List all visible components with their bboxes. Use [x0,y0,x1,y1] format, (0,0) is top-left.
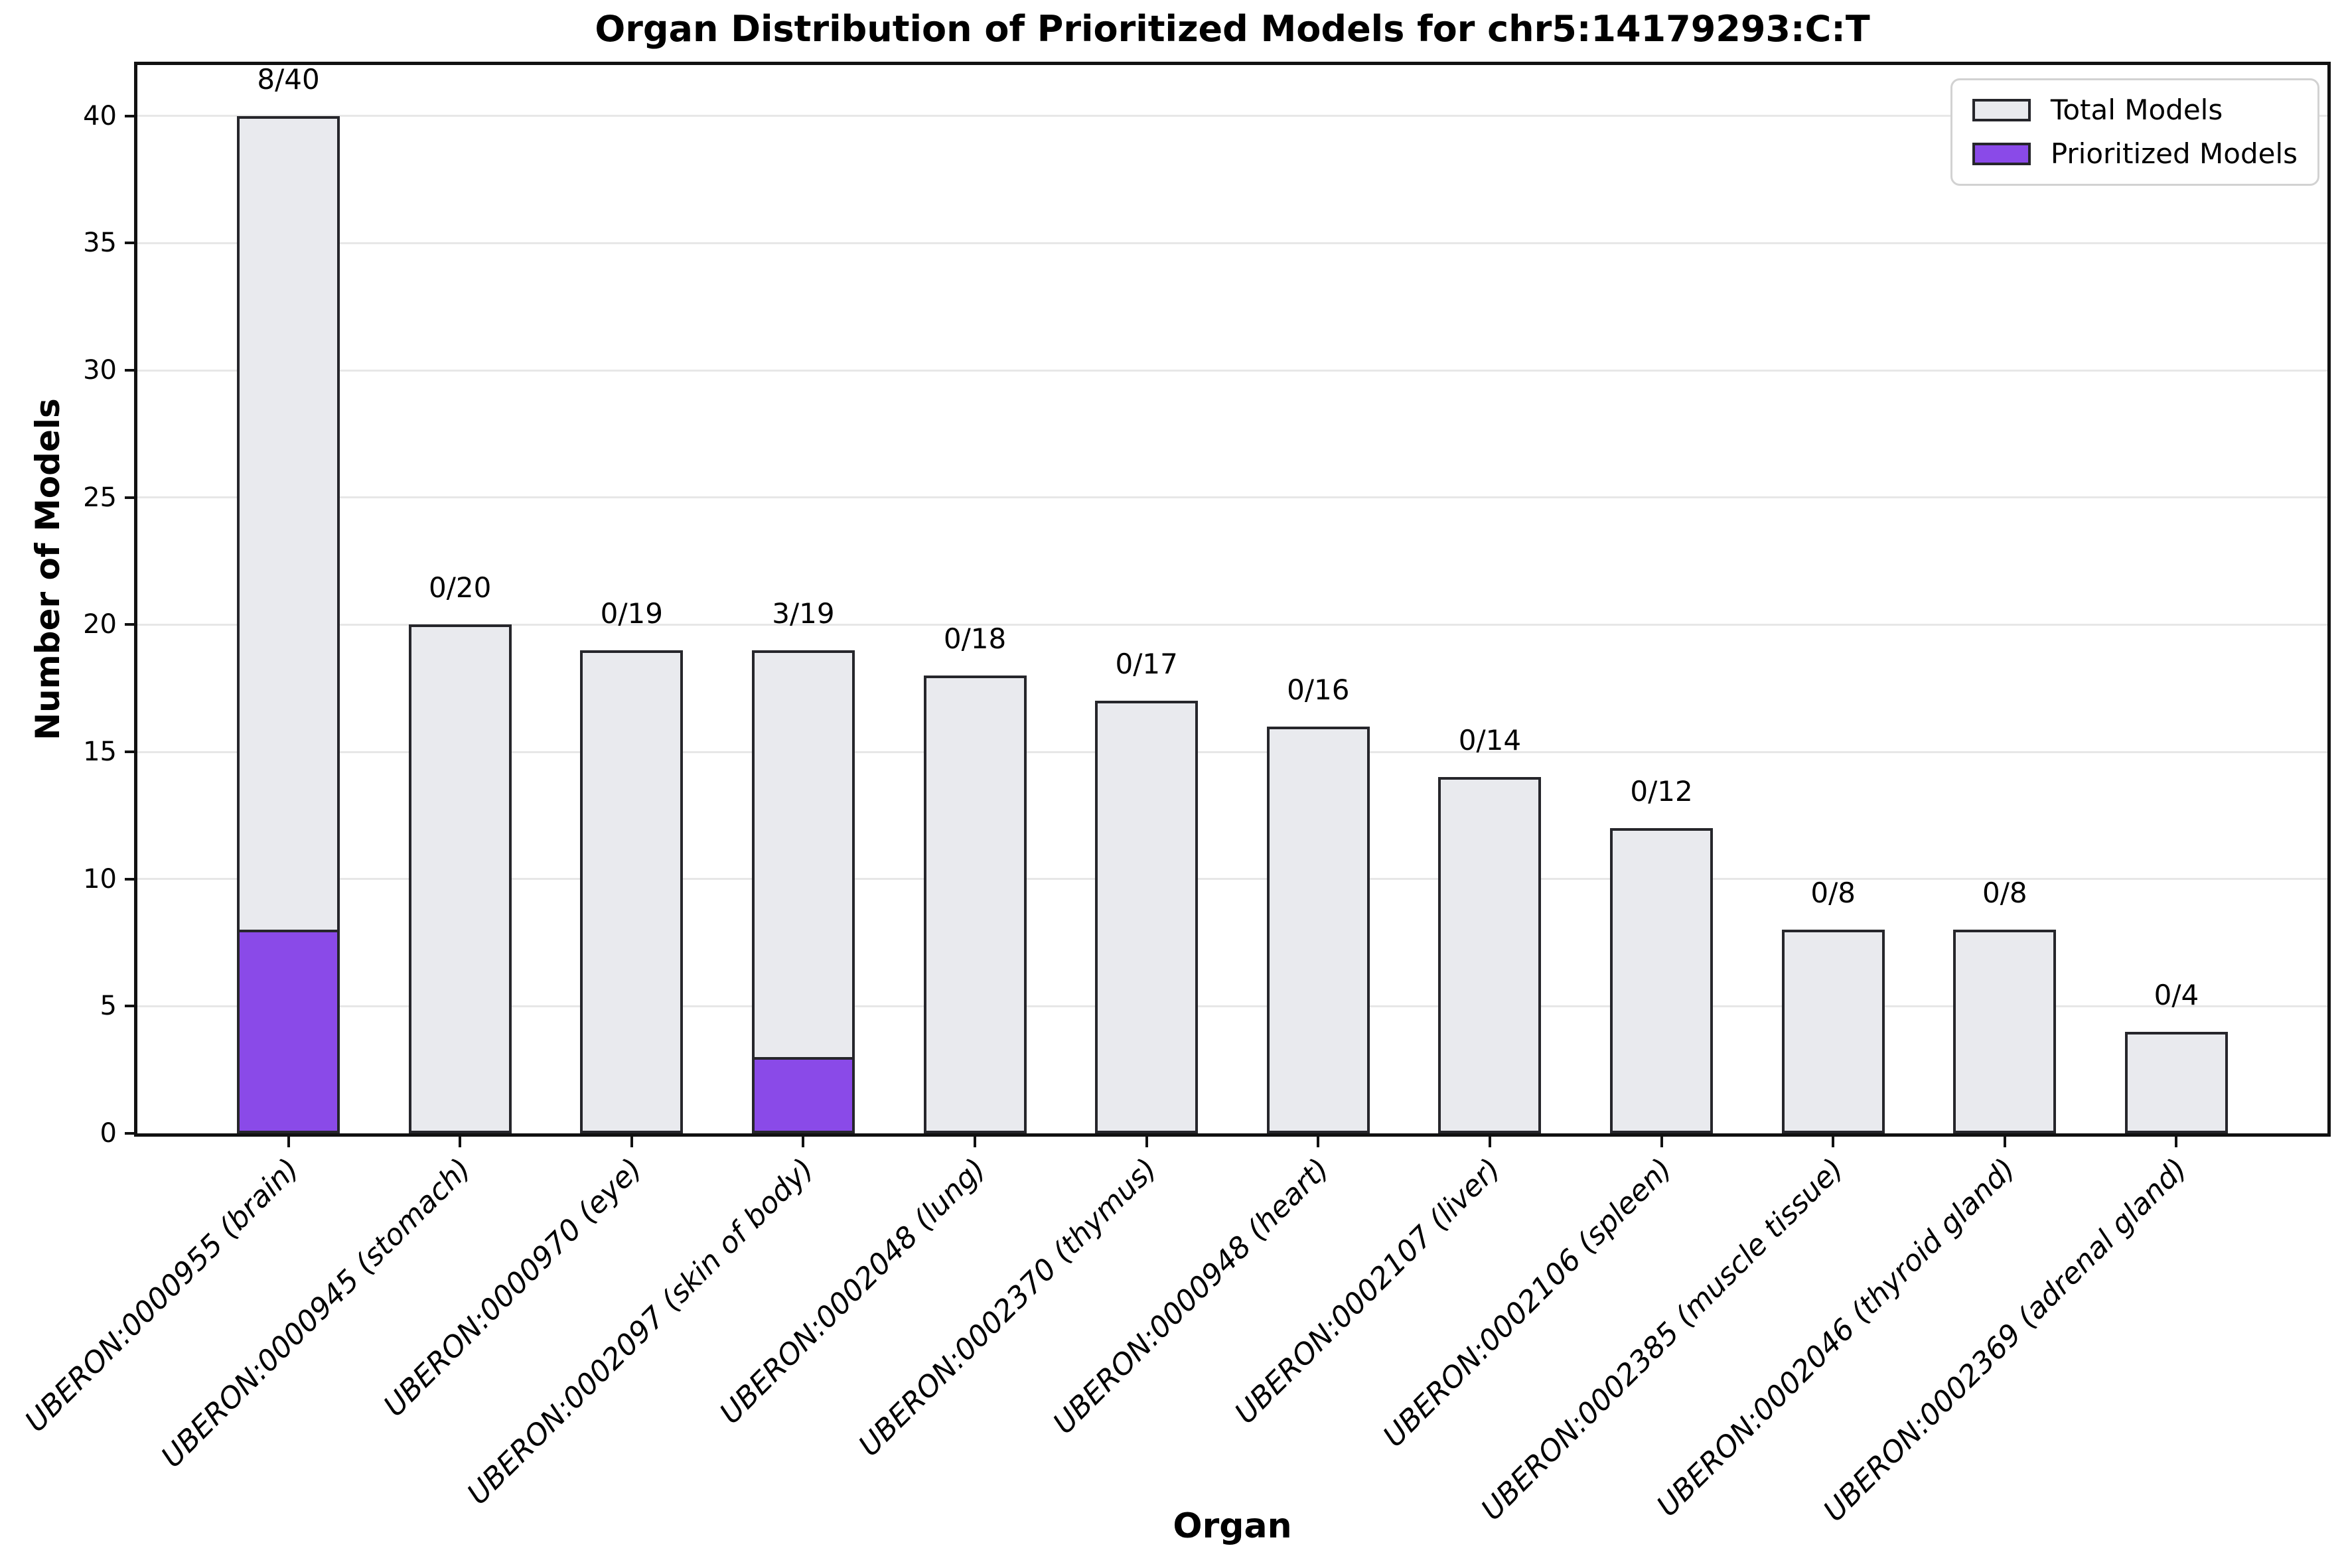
legend: Total Models Prioritized Models [1950,78,2319,186]
y-tick-label: 10 [83,863,117,894]
x-tick-mark [974,1137,977,1147]
x-tick-label: UBERON:0002369 (adrenal gland) [1816,1151,2194,1529]
bar-total [1610,828,1714,1133]
x-tick-label: UBERON:0000948 (heart) [1046,1151,1336,1441]
bar-total [408,624,512,1133]
legend-item-label: Total Models [2050,94,2223,126]
bar-value-label: 0/8 [1810,877,1856,910]
x-tick-mark [630,1137,633,1147]
bar-value-label: 0/17 [1115,648,1178,681]
total-models-swatch [1972,99,2031,121]
x-tick-mark [802,1137,805,1147]
bar-value-label: 0/12 [1630,775,1693,808]
x-tick-label: UBERON:0000955 (brain) [19,1151,306,1439]
x-tick-mark [1317,1137,1320,1147]
bar-total [1953,930,2057,1133]
bar-total [1781,930,1885,1133]
y-tick-mark [125,114,137,117]
bar-value-label: 0/14 [1458,724,1522,757]
gridline [137,115,2327,117]
bar-value-label: 0/19 [600,597,663,630]
x-tick-mark [1832,1137,1835,1147]
x-tick-label: UBERON:0002106 (spleen) [1376,1151,1679,1454]
gridline [137,1005,2327,1007]
bar-value-label: 3/19 [772,597,835,630]
gridline [137,496,2327,499]
x-tick-mark [1660,1137,1663,1147]
y-tick-label: 5 [100,991,117,1022]
x-tick-label: UBERON:0002370 (thymus) [852,1151,1164,1463]
bar-value-label: 0/16 [1287,673,1350,706]
y-tick-label: 30 [83,355,117,386]
gridline [137,623,2327,626]
legend-item: Prioritized Models [1972,139,2298,169]
y-tick-label: 35 [83,228,117,259]
y-tick-mark [125,369,137,372]
x-tick-mark [459,1137,462,1147]
y-axis-label: Number of Models [29,398,67,741]
bar-total [1266,726,1370,1133]
x-tick-label: UBERON:0002097 (skin of body) [461,1151,821,1512]
gridline [137,878,2327,881]
x-tick-label: UBERON:0002385 (muscle tissue) [1475,1151,1851,1528]
x-tick-mark [287,1137,290,1147]
bar-prioritized [237,930,340,1133]
x-tick-mark [2003,1137,2006,1147]
prioritized-models-swatch [1972,143,2031,165]
y-tick-mark [125,242,137,245]
y-tick-label: 40 [83,100,117,131]
gridline [137,242,2327,244]
bar-value-label: 0/20 [429,571,492,605]
y-tick-label: 25 [83,482,117,513]
x-axis-label: Organ [1173,1506,1292,1546]
bar-total [2124,1031,2228,1133]
bar-value-label: 0/18 [943,622,1007,655]
bar-total [1438,777,1542,1133]
y-tick-label: 0 [100,1118,117,1149]
y-tick-mark [125,623,137,626]
legend-item-label: Prioritized Models [2050,137,2298,170]
x-tick-mark [2175,1137,2178,1147]
bar-value-label: 0/4 [2154,978,2199,1011]
y-tick-mark [125,750,137,753]
bar-total [751,650,855,1133]
x-tick-mark [1488,1137,1491,1147]
x-tick-mark [1145,1137,1148,1147]
chart-title: Organ Distribution of Prioritized Models… [595,8,1870,50]
bar-value-label: 8/40 [257,62,320,96]
y-tick-mark [125,1132,137,1135]
gridline [137,750,2327,753]
y-tick-label: 15 [83,737,117,767]
y-tick-mark [125,496,137,499]
y-tick-mark [125,877,137,881]
bar-value-label: 0/8 [1982,877,2027,910]
plot-area [134,62,2331,1137]
legend-item: Total Models [1972,95,2298,125]
x-tick-label: UBERON:0002046 (thyroid gland) [1650,1151,2022,1524]
y-tick-label: 20 [83,609,117,640]
gridline [137,369,2327,372]
y-tick-mark [125,1005,137,1008]
x-tick-label: UBERON:0000945 (stomach) [155,1151,478,1474]
bar-total [923,676,1027,1133]
bar-total [1095,701,1199,1133]
bar-prioritized [751,1057,855,1133]
bar-total [580,650,684,1133]
